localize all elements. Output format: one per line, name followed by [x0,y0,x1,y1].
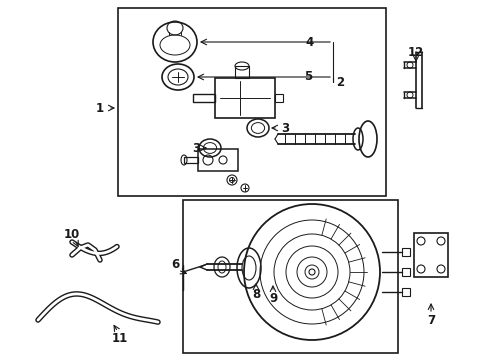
Text: 6: 6 [170,258,179,271]
Bar [198,149,238,171]
Text: 12: 12 [407,45,423,58]
Text: 7: 7 [426,314,434,327]
Bar [401,268,409,276]
Bar [401,248,409,256]
Text: 3: 3 [281,122,288,135]
Text: 1: 1 [96,102,104,114]
Text: 5: 5 [303,71,311,84]
Bar [274,94,283,102]
Text: 9: 9 [268,292,277,305]
Text: 4: 4 [305,36,313,49]
Bar [215,78,274,118]
Text: 8: 8 [251,288,260,302]
Bar [413,233,447,277]
Bar [401,288,409,296]
Text: 2: 2 [335,76,344,89]
Text: 10: 10 [64,229,80,242]
Bar [235,66,248,78]
Bar [183,157,198,163]
Bar [193,94,215,102]
Bar [118,8,385,196]
Text: 11: 11 [112,332,128,345]
Bar [183,200,397,353]
Text: 3: 3 [192,141,200,154]
